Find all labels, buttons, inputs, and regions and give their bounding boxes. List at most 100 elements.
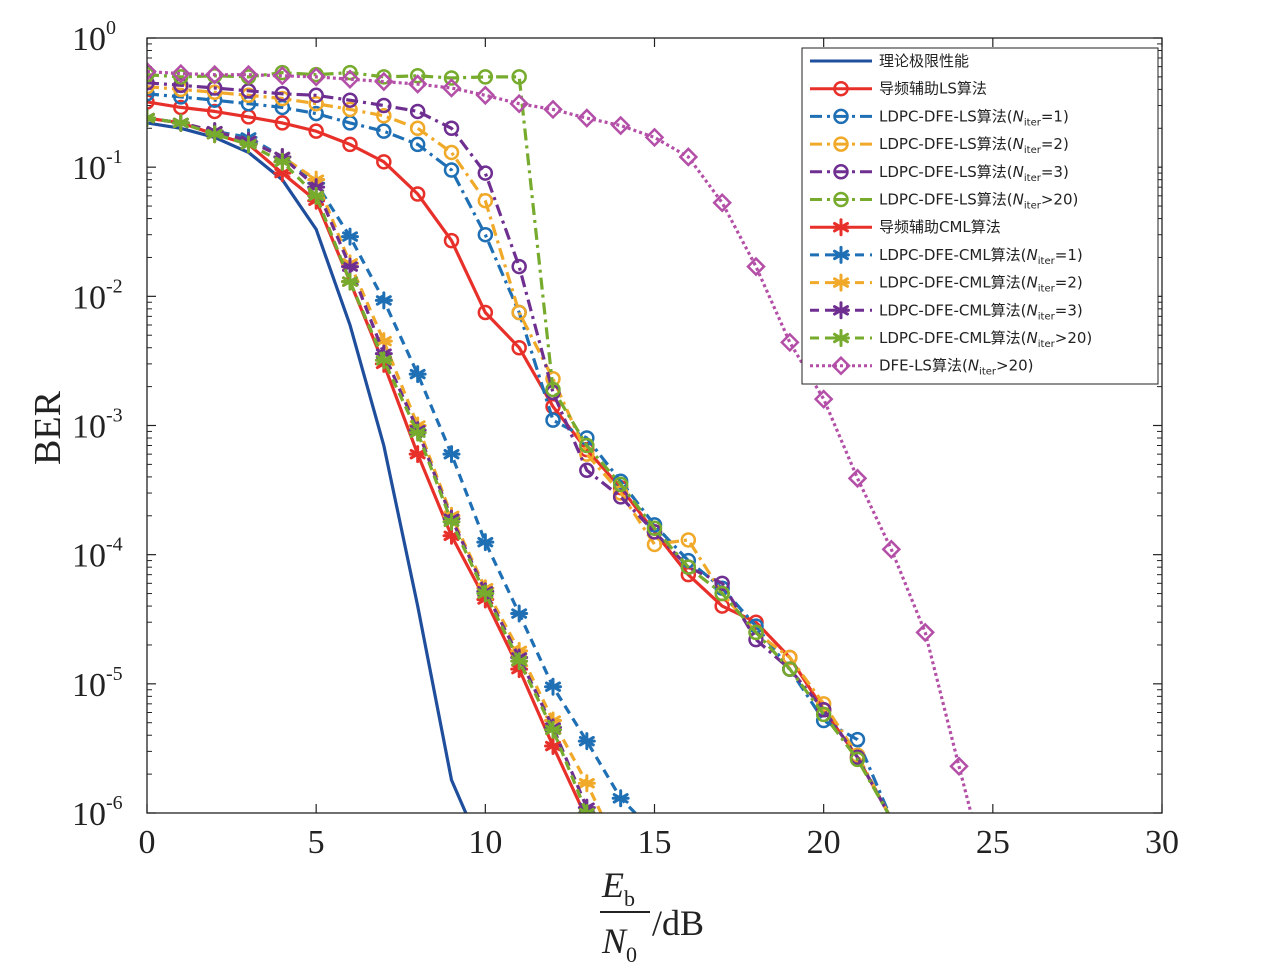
x-tick-label: 10: [468, 824, 502, 861]
data-point: [376, 69, 392, 85]
data-point: [782, 649, 798, 666]
series-line: [147, 69, 973, 813]
series-8: [147, 109, 603, 813]
legend-entry: 导频辅助CML算法: [810, 218, 1001, 237]
legend-label: LDPC-DFE-LS算法(Niter=1): [879, 107, 1069, 128]
data-point: [206, 84, 223, 101]
data-point: [477, 192, 494, 209]
y-tick-label: 10-6: [72, 792, 123, 833]
x-label-unit: /dB: [652, 903, 704, 943]
legend-entry: DFE-LS算法(Niter>20): [810, 355, 1034, 378]
data-point: [273, 164, 292, 183]
data-point: [646, 520, 663, 537]
legend-label: LDPC-DFE-LS算法(Niter>20): [879, 191, 1078, 212]
legend-label: LDPC-DFE-CML算法(Niter=2): [879, 274, 1083, 295]
data-point: [307, 186, 326, 205]
data-point: [409, 120, 426, 137]
legend-marker: [833, 191, 849, 208]
data-point: [308, 95, 324, 112]
legend-marker: [832, 218, 850, 237]
data-point: [239, 135, 258, 154]
data-point: [610, 115, 631, 136]
data-point: [443, 144, 460, 161]
data-point: [374, 71, 394, 92]
x-tick-label: 20: [807, 824, 841, 861]
x-axis-label: Eb N0 /dB: [600, 865, 704, 967]
series-line: [147, 116, 589, 809]
x-tick-label: 25: [976, 824, 1010, 861]
x-label-numerator: Eb: [601, 865, 635, 911]
data-point: [680, 532, 697, 548]
x-tick-label: 15: [638, 824, 672, 861]
data-point: [849, 751, 866, 768]
data-point: [376, 123, 392, 139]
data-point: [274, 90, 291, 107]
data-point: [204, 64, 225, 85]
data-point: [477, 304, 494, 321]
data-point: [545, 412, 561, 428]
data-point: [147, 61, 157, 82]
y-axis-label: BER: [27, 390, 69, 465]
legend-label: LDPC-DFE-CML算法(Niter=1): [879, 246, 1083, 267]
legend-box: [801, 47, 1159, 385]
data-point: [579, 437, 595, 454]
data-point: [644, 127, 665, 148]
data-point: [340, 69, 360, 89]
legend-marker: [833, 164, 849, 180]
legend-entry: LDPC-DFE-CML算法(Niter=1): [810, 246, 1083, 267]
data-point: [147, 94, 155, 110]
data-point: [476, 584, 495, 603]
series-line: [147, 81, 890, 813]
data-point: [509, 93, 529, 114]
data-point: [206, 103, 223, 120]
legend-entry: LDPC-DFE-CML算法(Niter=3): [810, 301, 1083, 322]
data-point: [376, 97, 392, 114]
series-line: [147, 85, 890, 813]
data-point: [847, 468, 868, 489]
data-point: [678, 147, 699, 167]
x-tick-label: 0: [139, 824, 156, 861]
data-point: [273, 152, 292, 171]
legend-entry: LDPC-DFE-CML算法(Niter>20): [810, 329, 1092, 350]
data-point: [849, 731, 866, 748]
data-point: [511, 339, 527, 356]
data-point: [308, 123, 324, 139]
data-point: [274, 115, 291, 131]
y-tick-label: 10-2: [72, 275, 123, 316]
data-point: [714, 585, 730, 602]
series-2: [147, 86, 891, 813]
data-point: [782, 661, 798, 677]
data-point: [409, 186, 426, 202]
data-point: [579, 462, 595, 479]
x-tick-label: 30: [1145, 824, 1179, 861]
data-point: [543, 99, 563, 120]
data-point: [881, 539, 902, 560]
legend-marker: [833, 108, 849, 125]
data-point: [409, 68, 426, 84]
data-point: [408, 445, 427, 464]
legend-label: LDPC-DFE-CML算法(Niter>20): [879, 329, 1092, 350]
y-tick-label: 10-4: [72, 534, 123, 575]
data-point: [477, 226, 494, 243]
legend-entry: 理论极限性能: [810, 52, 969, 70]
data-point: [511, 69, 527, 85]
legend-marker: [832, 329, 850, 347]
data-point: [171, 63, 191, 84]
data-point: [342, 64, 358, 81]
series-line: [147, 92, 891, 813]
data-point: [409, 136, 426, 153]
legend-entry: LDPC-DFE-LS算法(Niter=2): [810, 135, 1069, 156]
data-point: [408, 365, 427, 384]
data-point: [510, 652, 529, 671]
data-point: [443, 232, 460, 249]
data-point: [712, 193, 732, 213]
data-point: [813, 389, 834, 409]
data-point: [511, 304, 527, 321]
data-point: [949, 756, 969, 777]
legend-entry: 导频辅助LS算法: [810, 80, 987, 98]
series-1: [147, 94, 890, 813]
series-line: [147, 116, 638, 813]
data-point: [577, 732, 596, 751]
legend-marker: [832, 301, 850, 320]
